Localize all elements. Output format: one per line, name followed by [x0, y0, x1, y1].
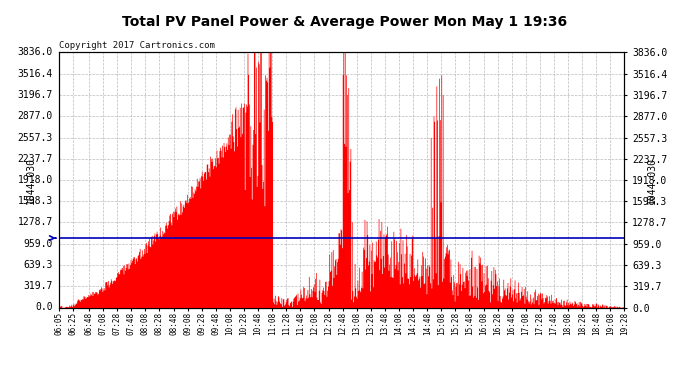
Text: Copyright 2017 Cartronics.com: Copyright 2017 Cartronics.com [59, 41, 215, 50]
Text: 1918.0: 1918.0 [18, 175, 53, 185]
Text: 639.3: 639.3 [23, 260, 53, 270]
Text: 2237.7: 2237.7 [18, 154, 53, 164]
Text: 2877.0: 2877.0 [18, 111, 53, 121]
Text: 1044.030: 1044.030 [647, 156, 657, 204]
Text: 319.7: 319.7 [23, 281, 53, 291]
Text: 1044.030: 1044.030 [26, 156, 36, 204]
Text: 0.0: 0.0 [35, 303, 53, 312]
Text: 1598.3: 1598.3 [18, 196, 53, 206]
Text: 3516.4: 3516.4 [18, 69, 53, 79]
Text: 2557.3: 2557.3 [18, 132, 53, 142]
Text: Total PV Panel Power & Average Power Mon May 1 19:36: Total PV Panel Power & Average Power Mon… [122, 15, 568, 29]
Text: 3836.0: 3836.0 [18, 48, 53, 57]
Text: 959.0: 959.0 [23, 239, 53, 249]
Text: 3196.7: 3196.7 [18, 90, 53, 100]
Text: 1278.7: 1278.7 [18, 217, 53, 228]
